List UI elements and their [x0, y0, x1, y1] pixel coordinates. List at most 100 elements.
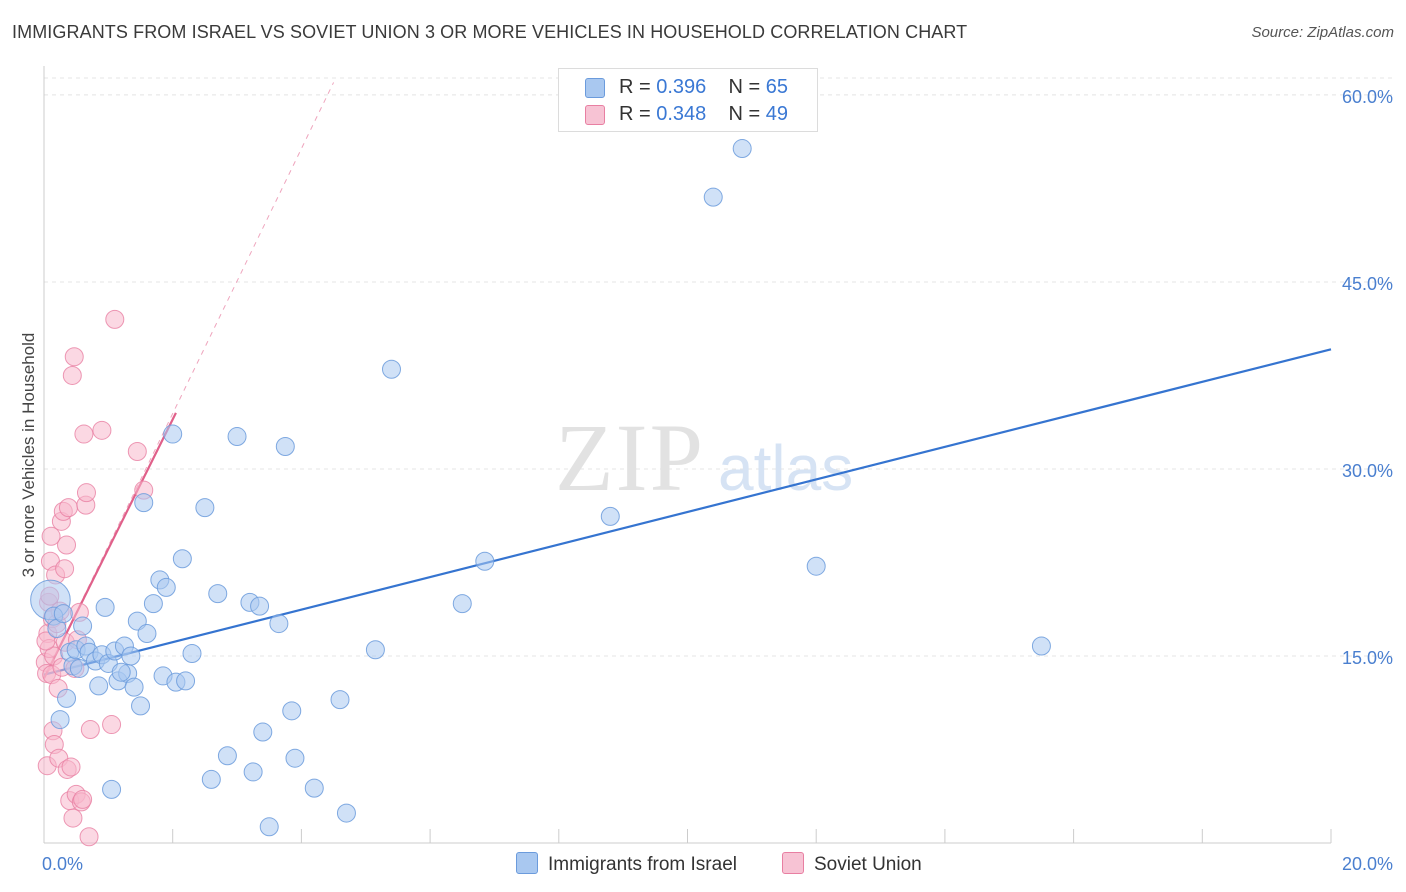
israel-point: [285, 748, 305, 768]
soviet-union-point: [102, 715, 122, 735]
legend-n-value: 65: [765, 76, 789, 98]
israel-point: [143, 594, 163, 614]
legend-swatch-pink: [585, 105, 605, 125]
israel-point: [243, 762, 263, 782]
svg-text:atlas: atlas: [718, 432, 853, 504]
tick-labels: 15.0% 30.0% 45.0% 60.0% 0.0% 20.0%: [42, 87, 1393, 874]
israel-point: [304, 778, 324, 798]
soviet-union-point: [62, 365, 82, 385]
israel-point: [89, 676, 109, 696]
israel-point: [381, 359, 401, 379]
israel-point: [259, 817, 279, 837]
trend-lines: [43, 82, 1332, 679]
israel-point: [131, 696, 151, 716]
soviet-union-point: [80, 720, 100, 740]
israel-point: [121, 646, 141, 666]
soviet-union-point: [79, 827, 99, 847]
israel-point: [182, 643, 202, 663]
israel-point: [57, 688, 77, 708]
israel-point: [195, 498, 215, 518]
y-axis-title: 3 or more Vehicles in Household: [19, 333, 38, 578]
israel-point: [201, 769, 221, 789]
israel-point: [227, 427, 247, 447]
soviet-union-point: [92, 420, 112, 440]
soviet-union-point: [74, 424, 94, 444]
chart-title: IMMIGRANTS FROM ISRAEL VS SOVIET UNION 3…: [12, 22, 968, 42]
bottom-legend-swatch-pink: [782, 852, 804, 874]
israel-point: [269, 614, 289, 634]
israel-point: [134, 493, 154, 513]
soviet-union-point: [76, 483, 96, 503]
soviet-union-point: [55, 559, 75, 579]
israel-point: [156, 577, 176, 597]
correlation-legend: R = 0.396 N = 65 R = 0.348 N = 49: [558, 68, 818, 132]
israel-point: [365, 640, 385, 660]
israel-point: [330, 690, 350, 710]
svg-text:ZIP: ZIP: [555, 404, 705, 511]
legend-r-value: 0.396: [656, 76, 707, 98]
israel-point: [703, 187, 723, 207]
bottom-legend-israel: Immigrants from Israel: [516, 852, 737, 876]
israel-point: [275, 437, 295, 457]
soviet-union-point: [36, 631, 56, 651]
legend-n-label: N =: [728, 76, 766, 98]
soviet-union-point: [61, 757, 81, 777]
israel-point: [69, 658, 89, 678]
israel-point: [176, 671, 196, 691]
israel-point: [172, 549, 192, 569]
legend-swatch-blue: [585, 78, 605, 98]
israel-point: [163, 424, 183, 444]
soviet-union-point: [105, 309, 125, 329]
bottom-legend-swatch-blue: [516, 852, 538, 874]
y-tick-label: 30.0%: [1342, 461, 1393, 481]
watermark: ZIP atlas: [555, 404, 853, 511]
soviet-union-point: [41, 526, 61, 546]
israel-point: [1031, 636, 1051, 656]
israel-point: [102, 779, 122, 799]
israel-point: [732, 139, 752, 159]
source-label: Source: ZipAtlas.com: [1251, 24, 1394, 41]
y-tick-label: 15.0%: [1342, 648, 1393, 668]
legend-n-value: 49: [765, 103, 789, 125]
israel-points: [30, 139, 1051, 837]
israel-point: [282, 701, 302, 721]
y-tick-label: 45.0%: [1342, 274, 1393, 294]
x-tick-label: 0.0%: [42, 854, 83, 874]
soviet-union-point: [64, 347, 84, 367]
israel-point: [253, 722, 273, 742]
israel-point: [111, 662, 131, 682]
israel-point: [217, 746, 237, 766]
soviet-union-point: [63, 808, 83, 828]
soviet-union-point: [73, 789, 93, 809]
israel-point: [124, 677, 144, 697]
israel-point: [137, 624, 157, 644]
bottom-legend-label: Soviet Union: [814, 854, 922, 875]
soviet-union-point: [57, 535, 77, 555]
legend-r-label: R =: [619, 103, 657, 125]
israel-point: [50, 710, 70, 730]
israel-point: [336, 803, 356, 823]
x-tick-label: 20.0%: [1342, 854, 1393, 874]
israel-point: [452, 594, 472, 614]
bottom-legend-soviet: Soviet Union: [782, 852, 922, 876]
soviet-union-point: [127, 442, 147, 462]
soviet-union-points: [35, 309, 154, 847]
israel-point: [95, 597, 115, 617]
legend-r-label: R =: [619, 76, 657, 98]
israel-point: [806, 556, 826, 576]
israel-point: [600, 506, 620, 526]
israel-point: [250, 596, 270, 616]
grid-lines: [44, 77, 1392, 657]
israel-point: [475, 551, 495, 571]
legend-n-label: N =: [728, 103, 766, 125]
soviet-union-point: [58, 498, 78, 518]
israel-point: [53, 604, 73, 624]
legend-r-value: 0.348: [656, 103, 707, 125]
israel-point: [73, 616, 93, 636]
israel-trend-line: [43, 348, 1332, 676]
israel-point: [208, 584, 228, 604]
bottom-legend-label: Immigrants from Israel: [548, 854, 737, 875]
y-tick-label: 60.0%: [1342, 87, 1393, 107]
axes: [43, 66, 1332, 844]
